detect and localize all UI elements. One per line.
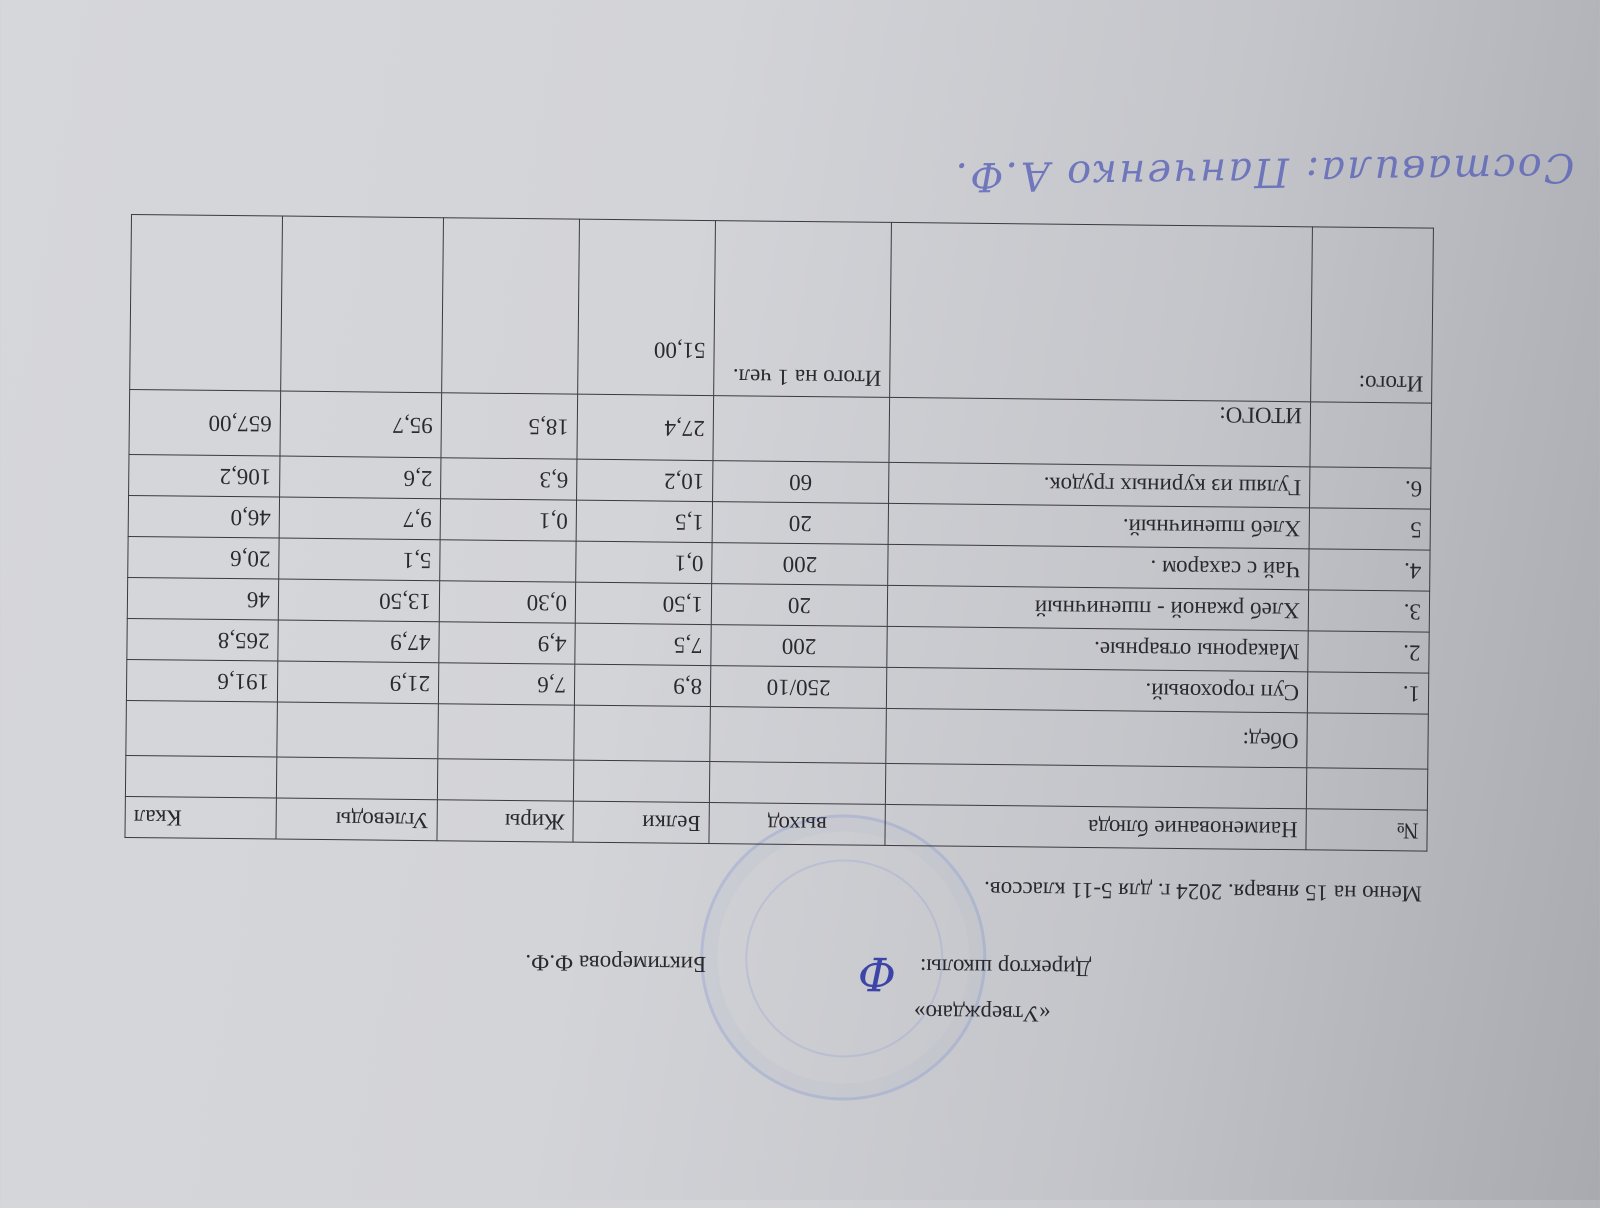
cell-yield: 250/10 (710, 665, 887, 709)
director-label: Директор школы: (919, 954, 1092, 982)
handwritten-note: Составила: Панченко А.Ф. (953, 143, 1575, 200)
cell-yield: 60 (712, 460, 889, 504)
cell-fat (439, 539, 577, 583)
total-carbs: 95,7 (279, 391, 442, 458)
cell-carbs: 21,9 (277, 661, 439, 704)
cell-carbs: 9,7 (279, 497, 441, 540)
cell-protein: 1,50 (575, 582, 712, 625)
cell-kcal: 106,2 (128, 454, 280, 498)
cell-protein: 10,2 (576, 459, 713, 502)
director-name: Биктимерова Ф.Ф. (525, 950, 707, 978)
cell-number: 4. (1308, 548, 1431, 592)
cell-number: 1. (1307, 671, 1429, 715)
cell-carbs: 5,1 (278, 538, 441, 581)
cell-yield: 200 (711, 542, 889, 586)
director-signature: Ф (857, 946, 897, 1002)
total-protein: 27,4 (576, 394, 714, 461)
header-fat: Жиры (436, 799, 574, 843)
cell-carbs: 2,6 (279, 456, 441, 499)
cell-fat: 0,1 (440, 498, 577, 542)
cell-protein: 7,5 (574, 623, 712, 666)
total-label: ИТОГО: (888, 397, 1311, 467)
final-row: Итого: Итого на 1 чел. 51,00 (129, 214, 1434, 404)
cell-dish: Суп гороховый. (886, 667, 1308, 713)
approved-label: «Утверждаю» (913, 1000, 1051, 1027)
cell-dish: Чай с сахаром . (887, 544, 1310, 590)
cell-fat: 6,3 (440, 457, 577, 501)
cell-kcal: 46 (127, 577, 279, 621)
cell-yield: 20 (711, 583, 888, 627)
cell-protein: 8,9 (574, 664, 711, 707)
cell-kcal: 265,8 (126, 618, 279, 662)
cell-kcal: 46,0 (128, 495, 280, 539)
cell-number: 3. (1308, 589, 1430, 633)
menu-table: № Наименование блюда выход Белки Жиры Уг… (124, 214, 1434, 852)
cell-dish: Хлеб ржаной - пшеничный (887, 585, 1309, 631)
cell-yield: 20 (712, 501, 889, 545)
cell-carbs: 13,50 (278, 579, 440, 622)
cell-number: 6. (1309, 466, 1431, 510)
cell-fat: 4,9 (438, 621, 576, 665)
cell-dish: Хлеб пшеничный. (888, 503, 1310, 549)
final-label: Итого: (1310, 226, 1434, 404)
cell-number: 5 (1309, 507, 1431, 551)
per-person-value: 51,00 (577, 219, 716, 396)
header-yield: выход (708, 802, 886, 846)
cell-yield: 200 (710, 624, 888, 668)
cell-dish: Макароны отварные. (886, 626, 1309, 672)
total-fat: 18,5 (440, 392, 578, 460)
header-protein: Белки (572, 801, 710, 844)
section-label: Обед: (885, 708, 1308, 768)
cell-kcal: 191,6 (126, 659, 278, 703)
header-kcal: Ккал (124, 796, 277, 840)
header-dish: Наименование блюда (884, 804, 1307, 850)
cell-kcal: 20,6 (127, 536, 280, 580)
cell-dish: Гуляш из куриных грудок. (888, 462, 1310, 508)
cell-carbs: 47,9 (277, 620, 440, 663)
cell-protein: 0,1 (575, 541, 713, 584)
total-kcal: 657,00 (128, 389, 281, 457)
cell-protein: 1,5 (576, 500, 713, 543)
header-carbs: Углеводы (275, 798, 438, 841)
header-number: № (1305, 808, 1428, 852)
cell-fat: 7,6 (438, 662, 575, 706)
cell-fat: 0,30 (439, 580, 576, 624)
menu-title: Меню на 15 января. 2024 г. для 5-11 клас… (983, 876, 1423, 907)
total-row: ИТОГО: 27,4 18,5 95,7 657,00 (128, 389, 1432, 469)
per-person-label: Итого на 1 чел. (713, 220, 892, 398)
cell-number: 2. (1307, 630, 1430, 674)
